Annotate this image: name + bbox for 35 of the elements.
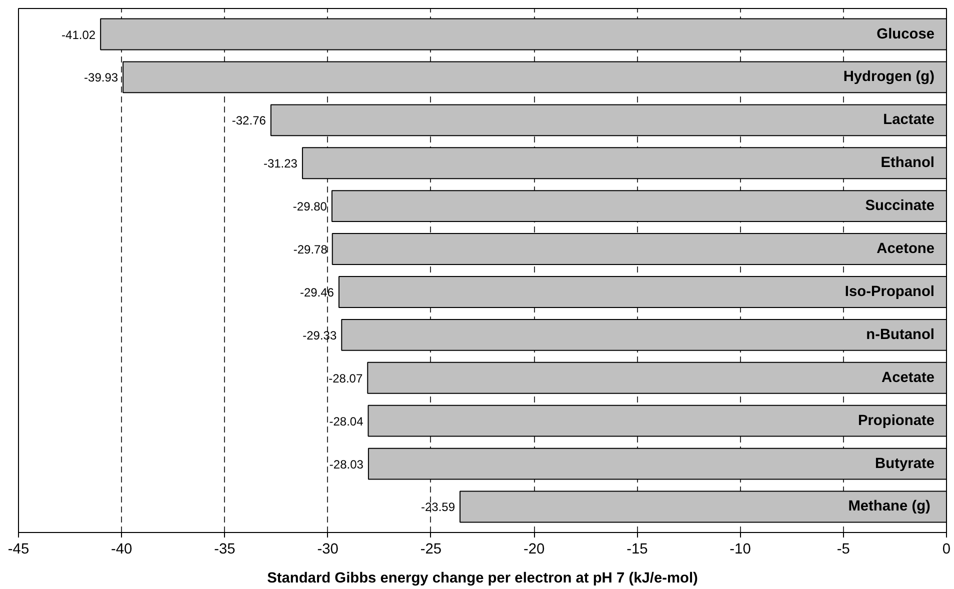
x-tick-label: -10 [730, 542, 751, 558]
data-label: -28.04 [329, 414, 364, 428]
data-label: -31.23 [263, 156, 298, 171]
y-tick-label: Methane (g) [848, 498, 931, 515]
x-tick-label: -15 [626, 542, 648, 558]
data-label: -28.03 [329, 457, 364, 472]
y-tick-label: Lactate [883, 112, 935, 128]
x-tick-label: -45 [8, 542, 30, 558]
y-tick-label: Hydrogen (g) [843, 69, 935, 86]
data-label: -32.76 [232, 114, 266, 128]
data-label: -29.78 [293, 242, 328, 257]
y-tick-label: Acetone [876, 241, 935, 258]
data-label: -41.02 [62, 28, 96, 42]
x-axis-title: Standard Gibbs energy change per electron at pH 7 (kJ/e-mol) [267, 570, 698, 586]
y-tick-label: Acetate [882, 370, 935, 386]
y-tick-label: n-Butanol [866, 326, 935, 343]
data-label: -28.07 [328, 371, 363, 386]
x-tick-label: -20 [523, 542, 545, 558]
x-tick-label: -25 [420, 542, 442, 558]
x-tick-label: -40 [111, 542, 132, 558]
y-tick-label: Iso-Propanol [844, 284, 935, 300]
y-tick-label: Propionate [858, 412, 934, 429]
y-tick-label: Butyrate [875, 456, 935, 472]
y-tick-label: Glucose [876, 26, 935, 42]
data-label: -23.59 [420, 500, 456, 514]
y-tick-label: Succinate [865, 198, 935, 214]
y-tick-label: Ethanol [880, 155, 935, 172]
x-tick-label: -30 [317, 542, 338, 558]
data-label: -29.46 [300, 285, 334, 300]
data-label: -39.93 [84, 70, 118, 85]
x-tick-label: 0 [942, 542, 951, 558]
data-label: -29.80 [292, 200, 328, 214]
x-tick-label: -35 [214, 542, 236, 558]
x-tick-label: -5 [836, 542, 850, 558]
data-label: -29.33 [302, 328, 337, 342]
